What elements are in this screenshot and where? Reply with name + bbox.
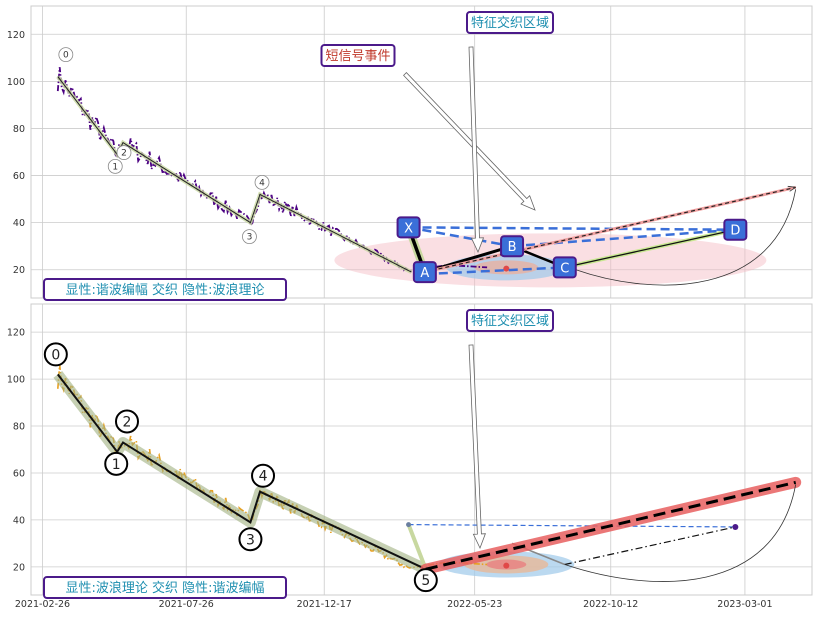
top-panel: 20 40 60 80 100 120 0 12 3 4 X A B C D 短信号事件 特征交织区域显性:谐波… [7, 5, 813, 301]
top-projection-arc [574, 189, 797, 286]
x-tick-label: 2022-10-12 [583, 599, 638, 610]
top-y-tick-label: 100 [7, 77, 25, 88]
bottom-plot-area [30, 303, 813, 596]
top-overlap-arrow [468, 46, 485, 254]
bottom-x-point [406, 522, 412, 528]
bottom-wave-label-circle [104, 451, 129, 476]
bottom-wave-label: 3 [246, 532, 255, 548]
harmonic-node-a [412, 261, 437, 284]
bottom-wave-label: 0 [51, 347, 60, 363]
bottom-overlap-label-box-text: 特征交织区域 [471, 313, 549, 329]
harmonic-node-label: D [730, 224, 740, 239]
top-overlap-label-box [466, 11, 554, 34]
harmonic-node-label: X [404, 221, 413, 236]
bottom-wave-label-circle [43, 342, 68, 367]
bottom-d-point [732, 523, 739, 530]
bottom-wave-label-circle [413, 568, 438, 593]
signal-label-box-text: 短信号事件 [325, 49, 390, 64]
bottom-legend-box [43, 576, 287, 599]
harmonic-bd-dashed [511, 228, 736, 248]
top-wave-label-circle [116, 145, 132, 160]
bottom-overlap-label-box [466, 309, 554, 332]
bottom-wave-label-circle [114, 409, 139, 434]
bottom-y-tick-label: 20 [13, 562, 25, 573]
harmonic-node-c [552, 256, 577, 279]
top-y-tick-label: 20 [13, 265, 25, 276]
bottom-wave-label-circle [238, 527, 263, 552]
bottom-xa-band [406, 523, 428, 570]
top-wave-label-circle [107, 158, 123, 174]
x-axis: 2021-02-26 2021-07-26 2021-12-17 2022-05-23… [15, 599, 773, 610]
top-wave-label-circle [254, 174, 270, 190]
harmonic-node-label: A [420, 266, 429, 281]
bottom-cd-dashdot [564, 526, 736, 566]
x-tick-label: 2023-03-01 [717, 599, 772, 610]
top-y-tick-label: 40 [13, 218, 25, 229]
top-y-tick-label: 60 [13, 171, 25, 182]
top-overlap-center-dot [503, 265, 510, 272]
x-tick-label: 2021-12-17 [297, 599, 352, 610]
top-y-tick-label: 120 [7, 30, 25, 41]
x-tick-label: 2022-05-23 [447, 599, 502, 610]
harmonic-node-d [723, 218, 748, 241]
bottom-projection-line [425, 480, 797, 571]
bottom-wave-label: 4 [259, 469, 268, 485]
bottom-overlap-center-dot [503, 562, 510, 569]
top-wave-label: 1 [112, 162, 118, 172]
bottom-y-tick-label: 120 [7, 328, 25, 339]
top-wave-label: 3 [247, 233, 253, 243]
bottom-y-tick-label: 60 [13, 468, 25, 479]
top-projection-arrowhead [787, 185, 796, 192]
top-y-tick-label: 80 [13, 124, 25, 135]
top-wave-label-circle [58, 47, 74, 63]
bottom-wave-label: 2 [123, 414, 132, 430]
top-overlap-label-box-text: 特征交织区域 [471, 15, 549, 31]
bottom-wave-label-circle [251, 463, 276, 488]
bottom-y-tick-label: 100 [7, 375, 25, 386]
harmonic-node-x [396, 216, 421, 239]
harmonic-cd-line [564, 229, 736, 269]
harmonic-node-b [500, 235, 525, 258]
top-legend-box [43, 278, 287, 301]
harmonic-xb-dashed [408, 226, 513, 248]
harmonic-node-label: C [560, 261, 569, 276]
top-wave-line [57, 76, 412, 273]
bottom-wave-label: 1 [112, 457, 121, 473]
top-legend-box-text: 显性:谐波编幅 交织 隐性:波浪理论 [65, 282, 264, 298]
signal-arrow [403, 72, 536, 211]
bottom-xd-dashed [408, 523, 736, 528]
bottom-overlap-arrow [468, 344, 486, 550]
harmonic-node-label: B [508, 240, 517, 255]
top-wave-label: 0 [63, 51, 69, 61]
bottom-wave-label: 5 [421, 573, 430, 589]
top-wave-label: 2 [121, 149, 127, 159]
x-tick-label: 2021-02-26 [15, 599, 70, 610]
top-projection-line [424, 186, 796, 273]
top-wave-label: 4 [259, 178, 265, 188]
top-plot-area [30, 5, 813, 299]
bottom-legend-box-text: 显性:波浪理论 交织 隐性:谐波编幅 [65, 580, 264, 596]
top-wave-label-circle [242, 229, 257, 245]
bottom-wave-line [57, 373, 427, 571]
bottom-projection-arc [564, 484, 797, 582]
bottom-y-tick-label: 40 [13, 515, 25, 526]
bottom-y-tick-label: 80 [13, 422, 25, 433]
harmonic-xd-dashed [408, 226, 736, 231]
x-tick-label: 2021-07-26 [159, 599, 214, 610]
signal-label-box [320, 44, 396, 67]
harmonic-ac-dashed [424, 266, 565, 276]
